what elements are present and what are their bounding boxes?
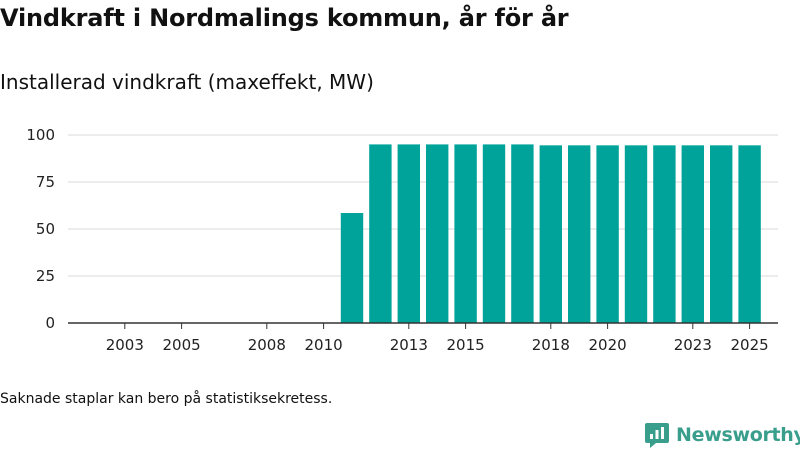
- newsworthy-brand[interactable]: Newsworthy: [644, 421, 800, 449]
- bar-2024: [710, 145, 733, 323]
- newsworthy-logo-icon: [645, 423, 669, 448]
- x-tick-label: 2008: [248, 336, 286, 354]
- x-tick-label: 2023: [674, 336, 712, 354]
- x-tick-label: 2015: [447, 336, 485, 354]
- bar-2023: [681, 145, 704, 323]
- bars: [340, 144, 761, 323]
- bar-2011: [340, 213, 364, 323]
- x-tick-label: 2013: [390, 336, 428, 354]
- footnote: Saknade staplar kan bero på statistiksek…: [0, 391, 333, 407]
- chart-subtitle: Installerad vindkraft (maxeffekt, MW): [0, 70, 374, 94]
- y-axis-ticks: 0 25 50 75 100: [26, 126, 55, 332]
- x-tick-label: 2005: [163, 336, 201, 354]
- y-tick-label: 0: [45, 314, 55, 332]
- x-tick-label: 2010: [305, 336, 343, 354]
- bar-2019: [568, 145, 591, 323]
- bar-2014: [426, 144, 449, 323]
- bar-2015: [454, 144, 477, 323]
- x-tick-label: 2018: [532, 336, 570, 354]
- bar-2022: [653, 145, 676, 323]
- bar-2018: [539, 145, 562, 323]
- brand-name: Newsworthy: [676, 424, 800, 446]
- x-tick-label: 2020: [589, 336, 627, 354]
- bar-2020: [596, 145, 619, 323]
- x-tick-label: 2003: [106, 336, 144, 354]
- bar-2016: [482, 144, 506, 323]
- bar-2021: [624, 145, 648, 323]
- bar-2025: [738, 145, 761, 323]
- x-tick-label: 2025: [731, 336, 769, 354]
- bar-2013: [397, 144, 420, 323]
- y-tick-label: 50: [36, 220, 55, 238]
- y-tick-label: 75: [36, 173, 55, 191]
- bar-2017: [511, 144, 534, 323]
- bar-2012: [369, 144, 392, 323]
- y-tick-label: 25: [36, 267, 55, 285]
- x-axis-ticks: 2003 2005 2008 2010 2013 2015 2018 2020 2023 2025: [106, 323, 769, 354]
- y-tick-label: 100: [26, 126, 55, 144]
- chart-title: Vindkraft i Nordmalings kommun, år för å…: [0, 4, 569, 32]
